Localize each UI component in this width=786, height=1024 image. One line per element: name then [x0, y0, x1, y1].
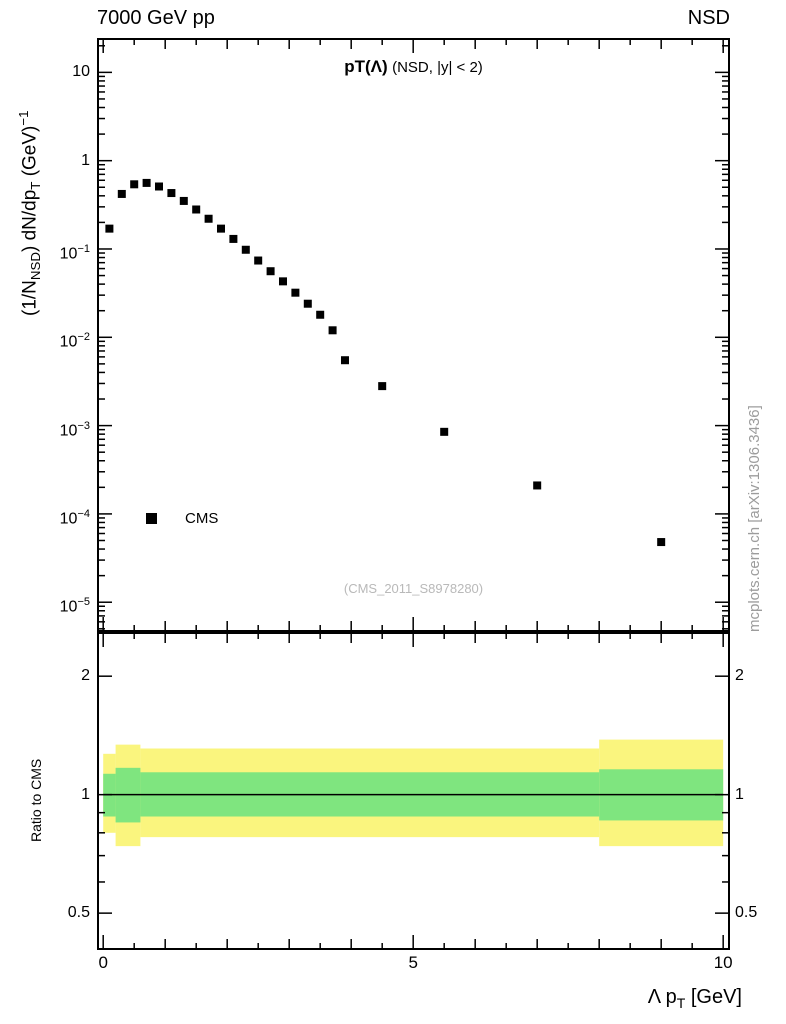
data-point — [278, 277, 287, 286]
main-y-tick-label: 10−5 — [59, 596, 90, 616]
data-point — [303, 299, 312, 308]
ylabel-part: (1/N — [19, 280, 41, 316]
data-point — [241, 245, 250, 254]
ratio-plot-panel — [97, 632, 730, 950]
event-class-label: NSD — [687, 7, 730, 29]
legend: CMS — [146, 510, 218, 527]
main-y-tick-label: 10 — [72, 63, 90, 81]
x-tick-label: 10 — [713, 953, 733, 972]
ratio-y-tick-label-right: 0.5 — [735, 904, 758, 922]
legend-label: CMS — [185, 510, 219, 527]
x-tick-label: 5 — [408, 953, 418, 972]
data-point — [142, 178, 151, 187]
data-point — [378, 382, 387, 391]
data-point — [204, 214, 213, 223]
ylabel-sub: NSD — [28, 252, 44, 281]
main-y-axis-title: (1/NNSD) dN/dpT (GeV)−1 — [16, 110, 43, 316]
data-point — [105, 224, 114, 233]
ratio-y-tick-label-right: 2 — [735, 667, 744, 685]
data-point — [192, 205, 201, 214]
data-point — [440, 427, 449, 436]
data-point — [154, 182, 163, 191]
plot-title-observable: pT(Λ) — [344, 57, 388, 76]
data-point — [167, 189, 176, 198]
x-tick-label: 0 — [98, 953, 108, 972]
data-point — [291, 288, 300, 297]
ylabel-part: (GeV) — [19, 125, 41, 182]
ylabel-part: ) dN/dp — [19, 189, 41, 253]
mcplots-watermark: mcplots.cern.ch [arXiv:1306.3436] — [746, 405, 763, 632]
main-plot-panel — [97, 38, 730, 632]
data-point — [117, 189, 126, 198]
data-point — [254, 256, 263, 265]
xlabel-part: [GeV] — [685, 986, 742, 1008]
main-plot-frame — [97, 38, 730, 632]
main-y-tick-label: 10−2 — [59, 331, 90, 351]
ratio-plot-frame — [97, 632, 730, 950]
data-point — [266, 267, 275, 276]
xlabel-part: Λ p — [647, 986, 677, 1008]
data-point — [657, 538, 666, 547]
data-point — [130, 180, 139, 189]
data-point — [533, 481, 542, 490]
ylabel-sub: T — [28, 181, 44, 190]
legend-square-marker-icon — [146, 513, 157, 524]
analysis-reference: (CMS_2011_S8978280) — [343, 581, 484, 596]
ratio-y-tick-label-right: 1 — [735, 785, 744, 803]
ratio-y-axis-title: Ratio to CMS — [28, 758, 44, 842]
data-point — [216, 224, 225, 233]
main-y-tick-label: 10−4 — [59, 507, 90, 528]
data-point — [179, 196, 188, 205]
beam-energy-label: 7000 GeV pp — [97, 7, 215, 29]
data-point — [328, 326, 337, 335]
data-point — [340, 356, 349, 365]
ylabel-sup: −1 — [16, 110, 31, 126]
data-point — [229, 234, 238, 243]
data-point — [316, 310, 325, 319]
xlabel-sub: T — [676, 995, 686, 1011]
x-axis-title: Λ pT [GeV] — [648, 986, 742, 1011]
plot-title: pT(Λ) (NSD, |y| < 2) — [97, 57, 730, 77]
main-y-tick-label: 10−3 — [59, 419, 90, 439]
plot-title-condition: (NSD, |y| < 2) — [392, 59, 483, 76]
ratio-y-tick-label-left: 2 — [81, 667, 90, 685]
ratio-y-tick-label-left: 0.5 — [67, 904, 90, 922]
